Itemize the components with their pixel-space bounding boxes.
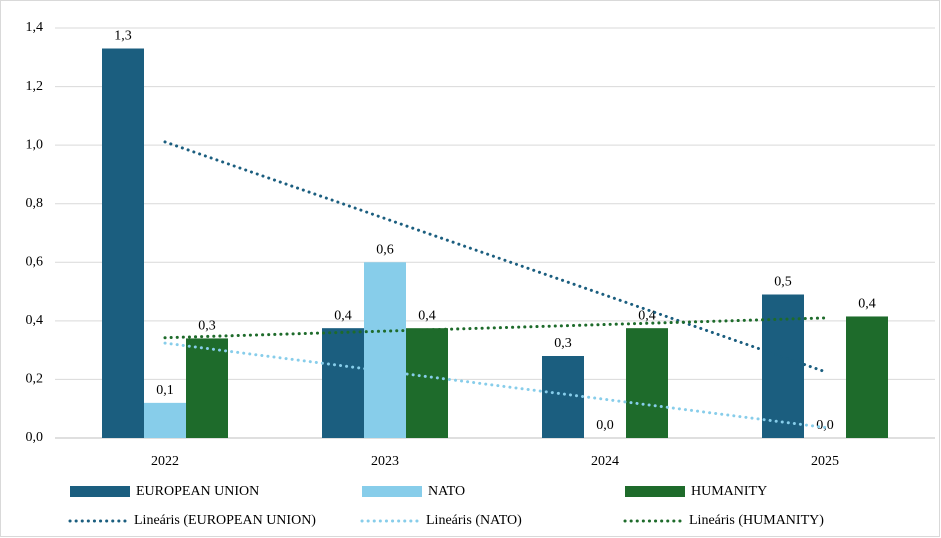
trend-line	[163, 341, 827, 429]
value-label: 1,3	[114, 29, 132, 44]
y-tick-label: 0,6	[26, 255, 44, 270]
legend-trend-label: Lineáris (EUROPEAN UNION)	[134, 513, 316, 528]
bar	[406, 328, 448, 438]
bar	[102, 48, 144, 438]
y-tick-label: 0,8	[26, 196, 44, 211]
y-tick-label: 1,4	[26, 20, 44, 35]
value-label: 0,1	[156, 383, 174, 398]
legend-label: HUMANITY	[691, 484, 767, 499]
bar	[364, 262, 406, 438]
bar	[144, 402, 186, 438]
trend-line	[163, 316, 827, 340]
bar	[186, 338, 228, 438]
bar	[322, 328, 364, 438]
y-tick-label: 1,0	[26, 137, 44, 152]
bar	[542, 356, 584, 438]
value-label: 0,0	[596, 418, 614, 433]
y-tick-label: 0,0	[26, 430, 44, 445]
legend-label: NATO	[428, 484, 465, 499]
value-label: 0,4	[334, 308, 352, 323]
legend-swatch	[362, 486, 422, 497]
legend-label: EUROPEAN UNION	[136, 484, 259, 499]
y-tick-label: 0,2	[26, 372, 44, 387]
value-label: 0,4	[858, 297, 876, 312]
value-label: 0,3	[198, 319, 216, 334]
x-tick-label: 2022	[151, 454, 179, 469]
x-tick-label: 2024	[591, 454, 619, 469]
value-label: 0,4	[638, 308, 656, 323]
trend-line	[163, 140, 827, 374]
legend-swatch	[625, 486, 685, 497]
bar	[846, 316, 888, 438]
value-label: 0,6	[376, 243, 394, 258]
value-label: 0,0	[816, 418, 834, 433]
value-label: 0,4	[418, 308, 436, 323]
bar	[626, 328, 668, 438]
y-tick-label: 1,2	[26, 79, 44, 94]
legend-trend-label: Lineáris (NATO)	[426, 513, 522, 528]
legend-trend-label: Lineáris (HUMANITY)	[689, 513, 824, 528]
value-label: 0,5	[774, 275, 792, 290]
x-tick-label: 2025	[811, 454, 839, 469]
x-tick-label: 2023	[371, 454, 399, 469]
value-label: 0,3	[554, 336, 572, 351]
bar	[762, 294, 804, 438]
y-tick-label: 0,4	[26, 313, 44, 328]
legend-swatch	[70, 486, 130, 497]
